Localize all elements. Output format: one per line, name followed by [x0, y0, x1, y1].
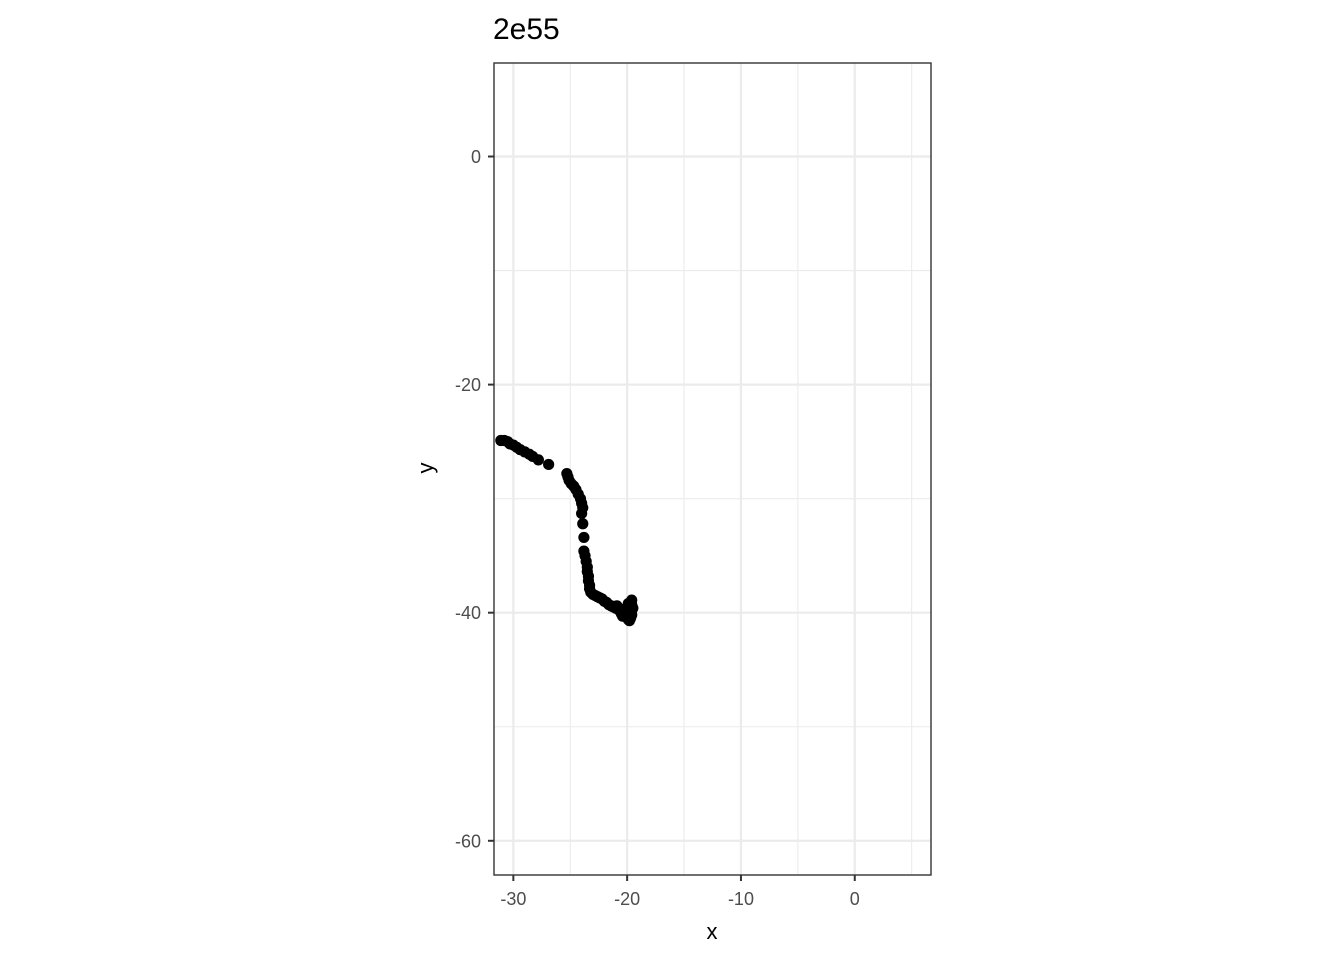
grid [494, 63, 931, 875]
x-tick-label: -20 [614, 889, 640, 909]
x-axis-title: x [707, 919, 718, 944]
panel-border [493, 62, 932, 876]
data-point [576, 507, 588, 520]
chart-title: 2e55 [493, 13, 560, 46]
data-point [577, 518, 589, 530]
data-point [618, 603, 630, 615]
y-tick-label: -20 [455, 375, 481, 395]
x-tick-label: 0 [850, 889, 860, 909]
data-point [543, 458, 555, 471]
data-point [532, 454, 544, 466]
data-points [495, 434, 639, 627]
y-tick-label: 0 [471, 147, 481, 167]
axis-ticks: -30 -20 -10 0 0 -20 -40 -60 [455, 147, 860, 909]
y-tick-label: -40 [455, 603, 481, 623]
y-axis-title: y [413, 463, 438, 474]
x-tick-label: -30 [500, 889, 526, 909]
y-tick-label: -60 [455, 831, 481, 851]
data-point [578, 531, 590, 544]
x-tick-label: -10 [728, 889, 754, 909]
